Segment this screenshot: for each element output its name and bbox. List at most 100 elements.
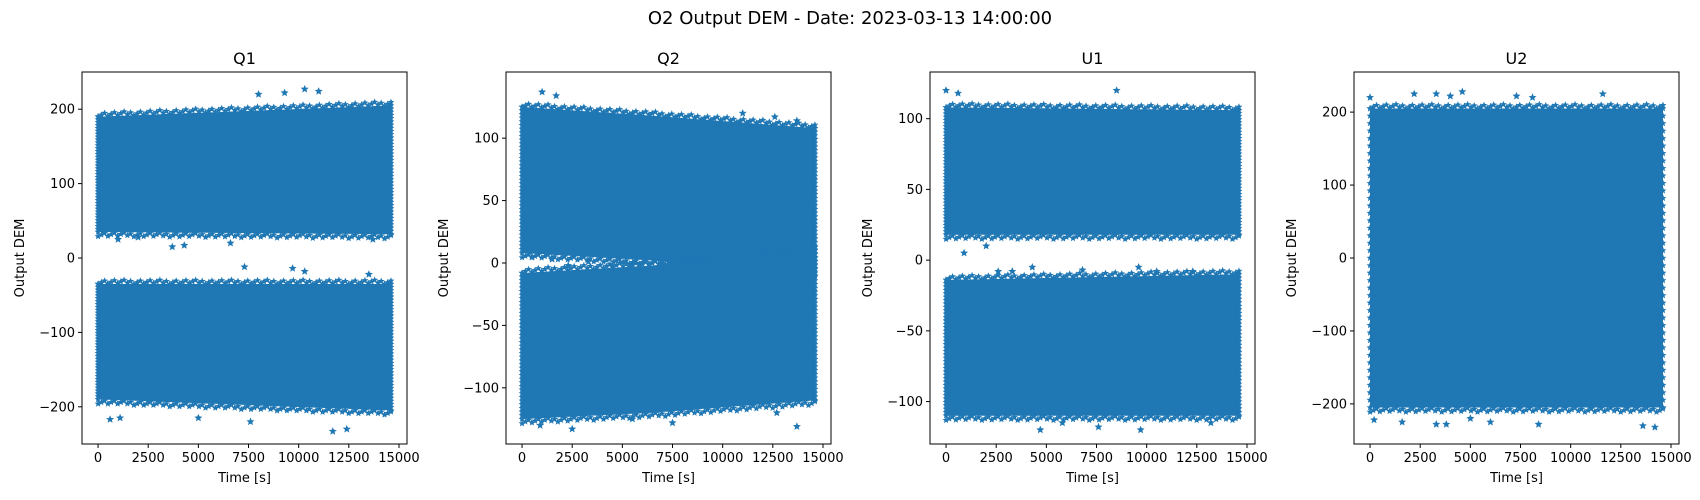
scatter-point — [988, 235, 995, 242]
scatter-point — [221, 107, 229, 114]
scatter-point — [1082, 232, 1090, 240]
scatter-point — [622, 260, 630, 268]
scatter-point — [962, 103, 969, 110]
scatter-point — [94, 323, 102, 331]
scatter-point — [1659, 336, 1667, 344]
scatter-point — [368, 235, 377, 243]
scatter-point — [1212, 270, 1220, 277]
scatter-point — [1402, 104, 1410, 112]
scatter-point — [811, 374, 819, 381]
scatter-point — [387, 156, 395, 164]
scatter-point — [534, 415, 542, 422]
scatter-point — [150, 279, 157, 287]
scatter-point — [1216, 414, 1223, 421]
x-tick-label: 7500 — [232, 451, 265, 466]
scatter-point — [1366, 291, 1374, 299]
scatter-point — [106, 415, 115, 423]
scatter-point — [1235, 355, 1243, 362]
scatter-point — [163, 107, 170, 115]
scatter-point — [94, 164, 102, 172]
scatter-point — [584, 257, 593, 266]
x-tick-label: 0 — [942, 451, 950, 466]
scatter-point — [694, 407, 702, 414]
scatter-point — [639, 109, 646, 116]
scatter-point — [94, 283, 102, 290]
scatter-point — [1154, 232, 1161, 240]
scatter-point — [1040, 270, 1048, 277]
scatter-band — [522, 250, 815, 419]
scatter-point — [1235, 215, 1243, 222]
scatter-point — [1366, 381, 1374, 388]
scatter-point — [1659, 284, 1667, 291]
scatter-point — [1059, 104, 1067, 111]
scatter-point — [1095, 416, 1103, 423]
scatter-point — [942, 334, 950, 341]
scatter-point — [1196, 415, 1204, 422]
scatter-point — [619, 108, 627, 116]
scatter-point — [583, 264, 591, 271]
scatter-point — [551, 102, 558, 110]
scatter-point — [1415, 102, 1423, 110]
scatter-point — [182, 276, 190, 284]
scatter-point — [1646, 407, 1654, 414]
scatter-point — [1659, 321, 1667, 329]
scatter-point — [1102, 269, 1109, 277]
scatter-point — [952, 103, 960, 110]
scatter-point — [179, 107, 187, 115]
x-tick-label: 2500 — [1404, 451, 1437, 466]
scatter-point — [94, 332, 102, 339]
scatter-point — [146, 107, 154, 114]
scatter-point — [707, 116, 715, 123]
scatter-point — [988, 275, 995, 282]
scatter-point — [319, 104, 326, 111]
scatter-point — [704, 406, 711, 413]
scatter-point — [1659, 269, 1667, 276]
scatter-point — [1526, 101, 1533, 108]
scatter-point — [564, 261, 573, 269]
scatter-point — [237, 233, 245, 241]
scatter-point — [364, 409, 372, 417]
scatter-point — [733, 118, 741, 126]
scatter-point — [518, 103, 526, 110]
y-tick-label: 100 — [474, 132, 499, 147]
scatter-point — [541, 265, 549, 273]
scatter-point — [1366, 396, 1374, 403]
panel-q1: 0 2500 5000 7500 10000 12500 15000−200−1000100… — [13, 49, 420, 486]
scatter-point — [1428, 100, 1436, 108]
scatter-point — [1014, 104, 1022, 111]
scatter-point — [691, 114, 698, 121]
scatter-point — [1186, 415, 1194, 422]
scatter-point — [94, 378, 102, 385]
scatter-point — [593, 263, 601, 270]
scatter-point — [518, 249, 526, 256]
scatter-point — [1458, 87, 1467, 96]
scatter-point — [198, 401, 206, 408]
scatter-point — [942, 378, 950, 385]
scatter-point — [218, 276, 226, 284]
scatter-point — [629, 109, 637, 116]
scatter-point — [700, 255, 708, 262]
scatter-point — [756, 403, 763, 410]
scatter-point — [335, 276, 343, 283]
scatter-point — [276, 278, 284, 286]
scatter-point — [231, 404, 239, 411]
scatter-point — [1659, 134, 1667, 142]
scatter-point — [518, 187, 526, 194]
scatter-point — [1199, 268, 1207, 275]
scatter-point — [1392, 100, 1400, 108]
scatter-point — [691, 409, 698, 416]
scatter-point — [221, 233, 229, 240]
scatter-point — [991, 273, 999, 280]
scatter-point — [942, 310, 950, 317]
scatter-point — [338, 233, 346, 240]
scatter-point — [1659, 194, 1667, 202]
scatter-point — [335, 405, 343, 412]
scatter-point — [319, 280, 326, 287]
scatter-point — [1176, 105, 1184, 112]
scatter-point — [811, 393, 819, 400]
scatter-point — [805, 124, 812, 131]
scatter-point — [1173, 268, 1181, 275]
scatter-point — [1659, 329, 1667, 336]
scatter-point — [811, 168, 819, 176]
scatter-point — [518, 415, 526, 422]
